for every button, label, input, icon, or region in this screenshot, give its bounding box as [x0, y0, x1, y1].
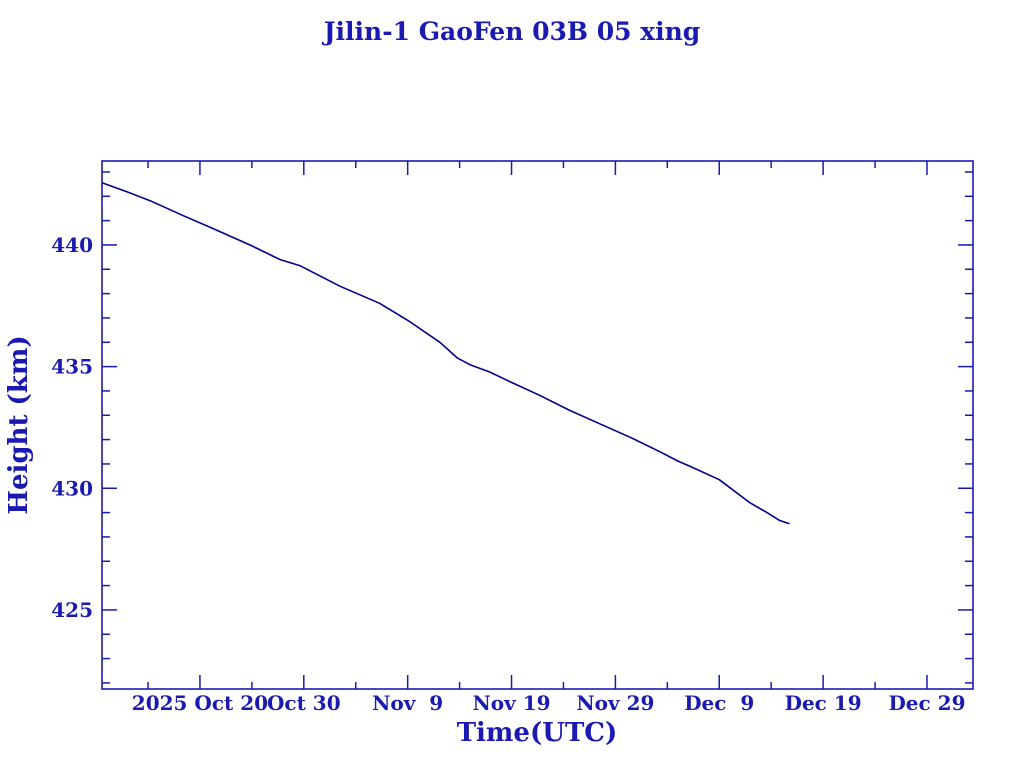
y-tick-label: 425 — [51, 598, 93, 622]
y-tick-label: 430 — [51, 476, 93, 500]
y-axis-ticks — [102, 171, 973, 684]
x-tick-label: Dec 29 — [888, 691, 965, 715]
x-tick-label: Nov 29 — [576, 691, 654, 715]
data-series — [101, 182, 790, 525]
x-axis-ticks — [147, 161, 928, 689]
x-axis-title: Time(UTC) — [457, 718, 618, 748]
x-tick-label: Dec 9 — [684, 691, 754, 715]
y-tick-label: 440 — [51, 233, 93, 257]
x-tick-label: Oct 30 — [267, 691, 341, 715]
plot-box — [101, 160, 974, 690]
y-axis-tick-labels: 425 430 435 440 — [51, 233, 93, 622]
y-axis-title: Height (km) — [4, 335, 34, 514]
x-tick-label: 2025 Oct 20 — [132, 691, 268, 715]
height-decay-line — [101, 182, 790, 525]
y-tick-label: 435 — [51, 355, 93, 379]
chart-title: Jilin-1 GaoFen 03B 05 xing — [322, 17, 701, 46]
x-tick-label: Nov 9 — [372, 691, 443, 715]
x-tick-label: Dec 19 — [785, 691, 862, 715]
plot-frame — [101, 160, 974, 690]
x-tick-label: Nov 19 — [473, 691, 551, 715]
